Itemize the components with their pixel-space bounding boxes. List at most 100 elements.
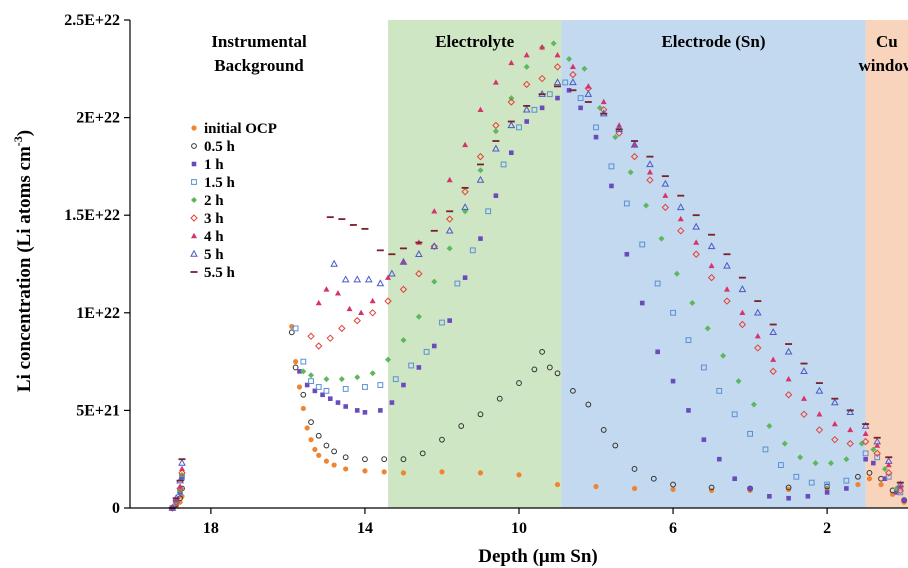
data-point bbox=[723, 286, 730, 292]
data-point bbox=[430, 242, 439, 250]
data-point bbox=[874, 442, 881, 448]
legend-label: 0.5 h bbox=[204, 139, 236, 155]
data-point bbox=[585, 83, 592, 89]
data-point bbox=[524, 119, 530, 124]
data-point bbox=[815, 386, 824, 394]
data-point bbox=[615, 129, 623, 137]
data-point bbox=[323, 387, 330, 394]
data-point bbox=[608, 163, 615, 170]
data-point bbox=[492, 121, 500, 130]
data-point bbox=[522, 80, 531, 89]
data-point bbox=[623, 200, 630, 207]
data-point bbox=[894, 490, 899, 495]
legend-marker bbox=[191, 143, 197, 149]
data-point bbox=[701, 437, 707, 442]
region-label-instrumental-background: Instrumental bbox=[211, 32, 307, 51]
y-axis-label-close: ) bbox=[14, 130, 35, 136]
data-point bbox=[800, 367, 808, 375]
data-point bbox=[415, 313, 422, 320]
data-point bbox=[866, 476, 873, 482]
data-point bbox=[781, 440, 788, 447]
region-labels: Instrumental Background Electrolyte Electro… bbox=[211, 32, 908, 75]
data-point bbox=[769, 328, 778, 336]
data-point bbox=[346, 305, 353, 312]
data-point bbox=[304, 382, 310, 388]
data-point bbox=[639, 300, 645, 306]
data-point bbox=[423, 348, 430, 355]
data-point bbox=[388, 269, 396, 277]
data-point bbox=[735, 378, 742, 385]
data-point bbox=[830, 398, 839, 406]
data-point bbox=[308, 378, 314, 385]
y-axis-label-main: Li concentration (Li atoms cm bbox=[14, 146, 35, 392]
region-electrode-sn bbox=[561, 20, 866, 508]
data-point bbox=[847, 426, 854, 433]
data-point bbox=[827, 460, 834, 467]
data-point bbox=[342, 386, 349, 392]
data-point bbox=[692, 222, 701, 230]
data-point bbox=[873, 449, 881, 458]
data-point bbox=[416, 365, 422, 370]
data-point bbox=[342, 454, 349, 461]
data-point bbox=[323, 442, 330, 449]
data-point bbox=[808, 479, 815, 486]
data-point bbox=[738, 320, 747, 329]
data-point bbox=[643, 202, 650, 209]
data-point bbox=[578, 105, 583, 111]
y-tick-label: 0 bbox=[112, 500, 120, 517]
data-point bbox=[658, 235, 665, 242]
data-point bbox=[492, 128, 499, 135]
data-point bbox=[327, 396, 333, 401]
legend-label: 3 h bbox=[204, 211, 224, 227]
data-point bbox=[353, 316, 361, 325]
data-point bbox=[600, 106, 608, 114]
data-point bbox=[569, 63, 576, 70]
data-point bbox=[747, 430, 753, 437]
region-cu-window bbox=[865, 20, 908, 508]
data-point bbox=[300, 391, 307, 398]
data-point bbox=[650, 475, 657, 482]
data-point bbox=[177, 487, 184, 494]
data-point bbox=[550, 40, 557, 47]
data-point bbox=[862, 450, 869, 457]
region-label-instrumental-background: Background bbox=[214, 56, 304, 75]
data-point bbox=[531, 106, 538, 113]
data-point bbox=[300, 405, 306, 412]
data-point bbox=[415, 270, 423, 278]
data-point bbox=[800, 410, 808, 419]
data-point bbox=[500, 161, 507, 168]
data-point bbox=[292, 325, 299, 332]
data-point bbox=[884, 456, 893, 464]
data-point bbox=[885, 461, 892, 468]
legend-item-4-h: 4 h bbox=[191, 229, 224, 245]
data-point bbox=[562, 79, 569, 86]
data-point bbox=[704, 325, 711, 332]
data-point bbox=[600, 98, 607, 105]
data-point bbox=[577, 95, 584, 101]
data-point bbox=[585, 401, 592, 408]
data-point bbox=[769, 367, 777, 376]
data-point bbox=[861, 437, 870, 446]
data-point bbox=[593, 483, 599, 490]
data-point bbox=[897, 489, 904, 496]
data-point bbox=[399, 257, 408, 265]
legend-item-5-h: 5 h bbox=[190, 247, 224, 263]
data-point bbox=[358, 309, 365, 315]
data-point bbox=[801, 395, 808, 401]
data-point bbox=[384, 297, 392, 305]
y-axis-label-unit-exponent: -3 bbox=[11, 136, 25, 146]
data-point bbox=[753, 308, 762, 316]
data-point bbox=[646, 160, 654, 168]
data-point bbox=[686, 408, 691, 413]
data-point bbox=[570, 387, 576, 394]
data-point bbox=[693, 239, 700, 245]
data-point bbox=[631, 466, 638, 472]
data-point bbox=[786, 495, 791, 501]
data-point bbox=[646, 176, 654, 184]
data-point bbox=[824, 481, 831, 488]
data-point bbox=[385, 356, 392, 363]
data-point bbox=[844, 486, 849, 491]
data-point bbox=[508, 59, 515, 66]
data-point bbox=[334, 290, 341, 296]
data-point bbox=[685, 337, 692, 344]
